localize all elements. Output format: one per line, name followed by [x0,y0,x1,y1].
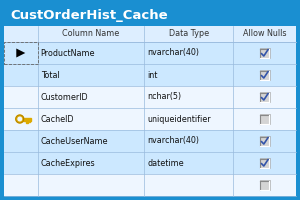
Bar [260,48,270,58]
Bar [260,71,269,79]
Polygon shape [26,120,28,122]
Bar [260,92,269,102]
Bar [260,114,269,123]
Text: nchar(5): nchar(5) [147,92,181,102]
Polygon shape [23,117,31,120]
Bar [4,152,296,174]
Text: ProductName: ProductName [40,48,95,58]
Text: Allow Nulls: Allow Nulls [243,29,286,38]
Bar [260,92,270,102]
Bar [4,174,296,196]
Bar [4,86,296,108]
Text: Data Type: Data Type [169,29,209,38]
Bar [260,136,270,146]
Polygon shape [29,120,30,122]
Polygon shape [16,48,25,58]
Bar [4,42,38,64]
Bar [4,108,296,130]
Text: Total: Total [40,71,59,79]
Polygon shape [18,117,22,121]
Bar [260,158,270,168]
Text: CacheUserName: CacheUserName [40,136,108,146]
Text: CacheExpires: CacheExpires [40,158,95,168]
Text: CacheID: CacheID [40,114,74,123]
Text: nvarchar(40): nvarchar(40) [147,136,199,146]
Polygon shape [16,115,24,123]
Bar [260,48,269,58]
Bar [260,180,269,190]
Text: datetime: datetime [147,158,184,168]
Text: nvarchar(40): nvarchar(40) [147,48,199,58]
Bar [4,26,296,42]
Text: CustOrderHist_Cache: CustOrderHist_Cache [10,8,168,21]
Bar [4,4,296,26]
Bar [260,114,270,124]
Bar [4,64,296,86]
Bar [260,158,269,168]
Bar [4,42,296,64]
Bar [260,136,269,146]
Text: uniqueidentifier: uniqueidentifier [147,114,211,123]
Text: Column Name: Column Name [62,29,119,38]
Bar [260,180,270,190]
Text: CustomerID: CustomerID [40,92,88,102]
Bar [260,70,270,80]
Text: int: int [147,71,158,79]
Bar [4,130,296,152]
